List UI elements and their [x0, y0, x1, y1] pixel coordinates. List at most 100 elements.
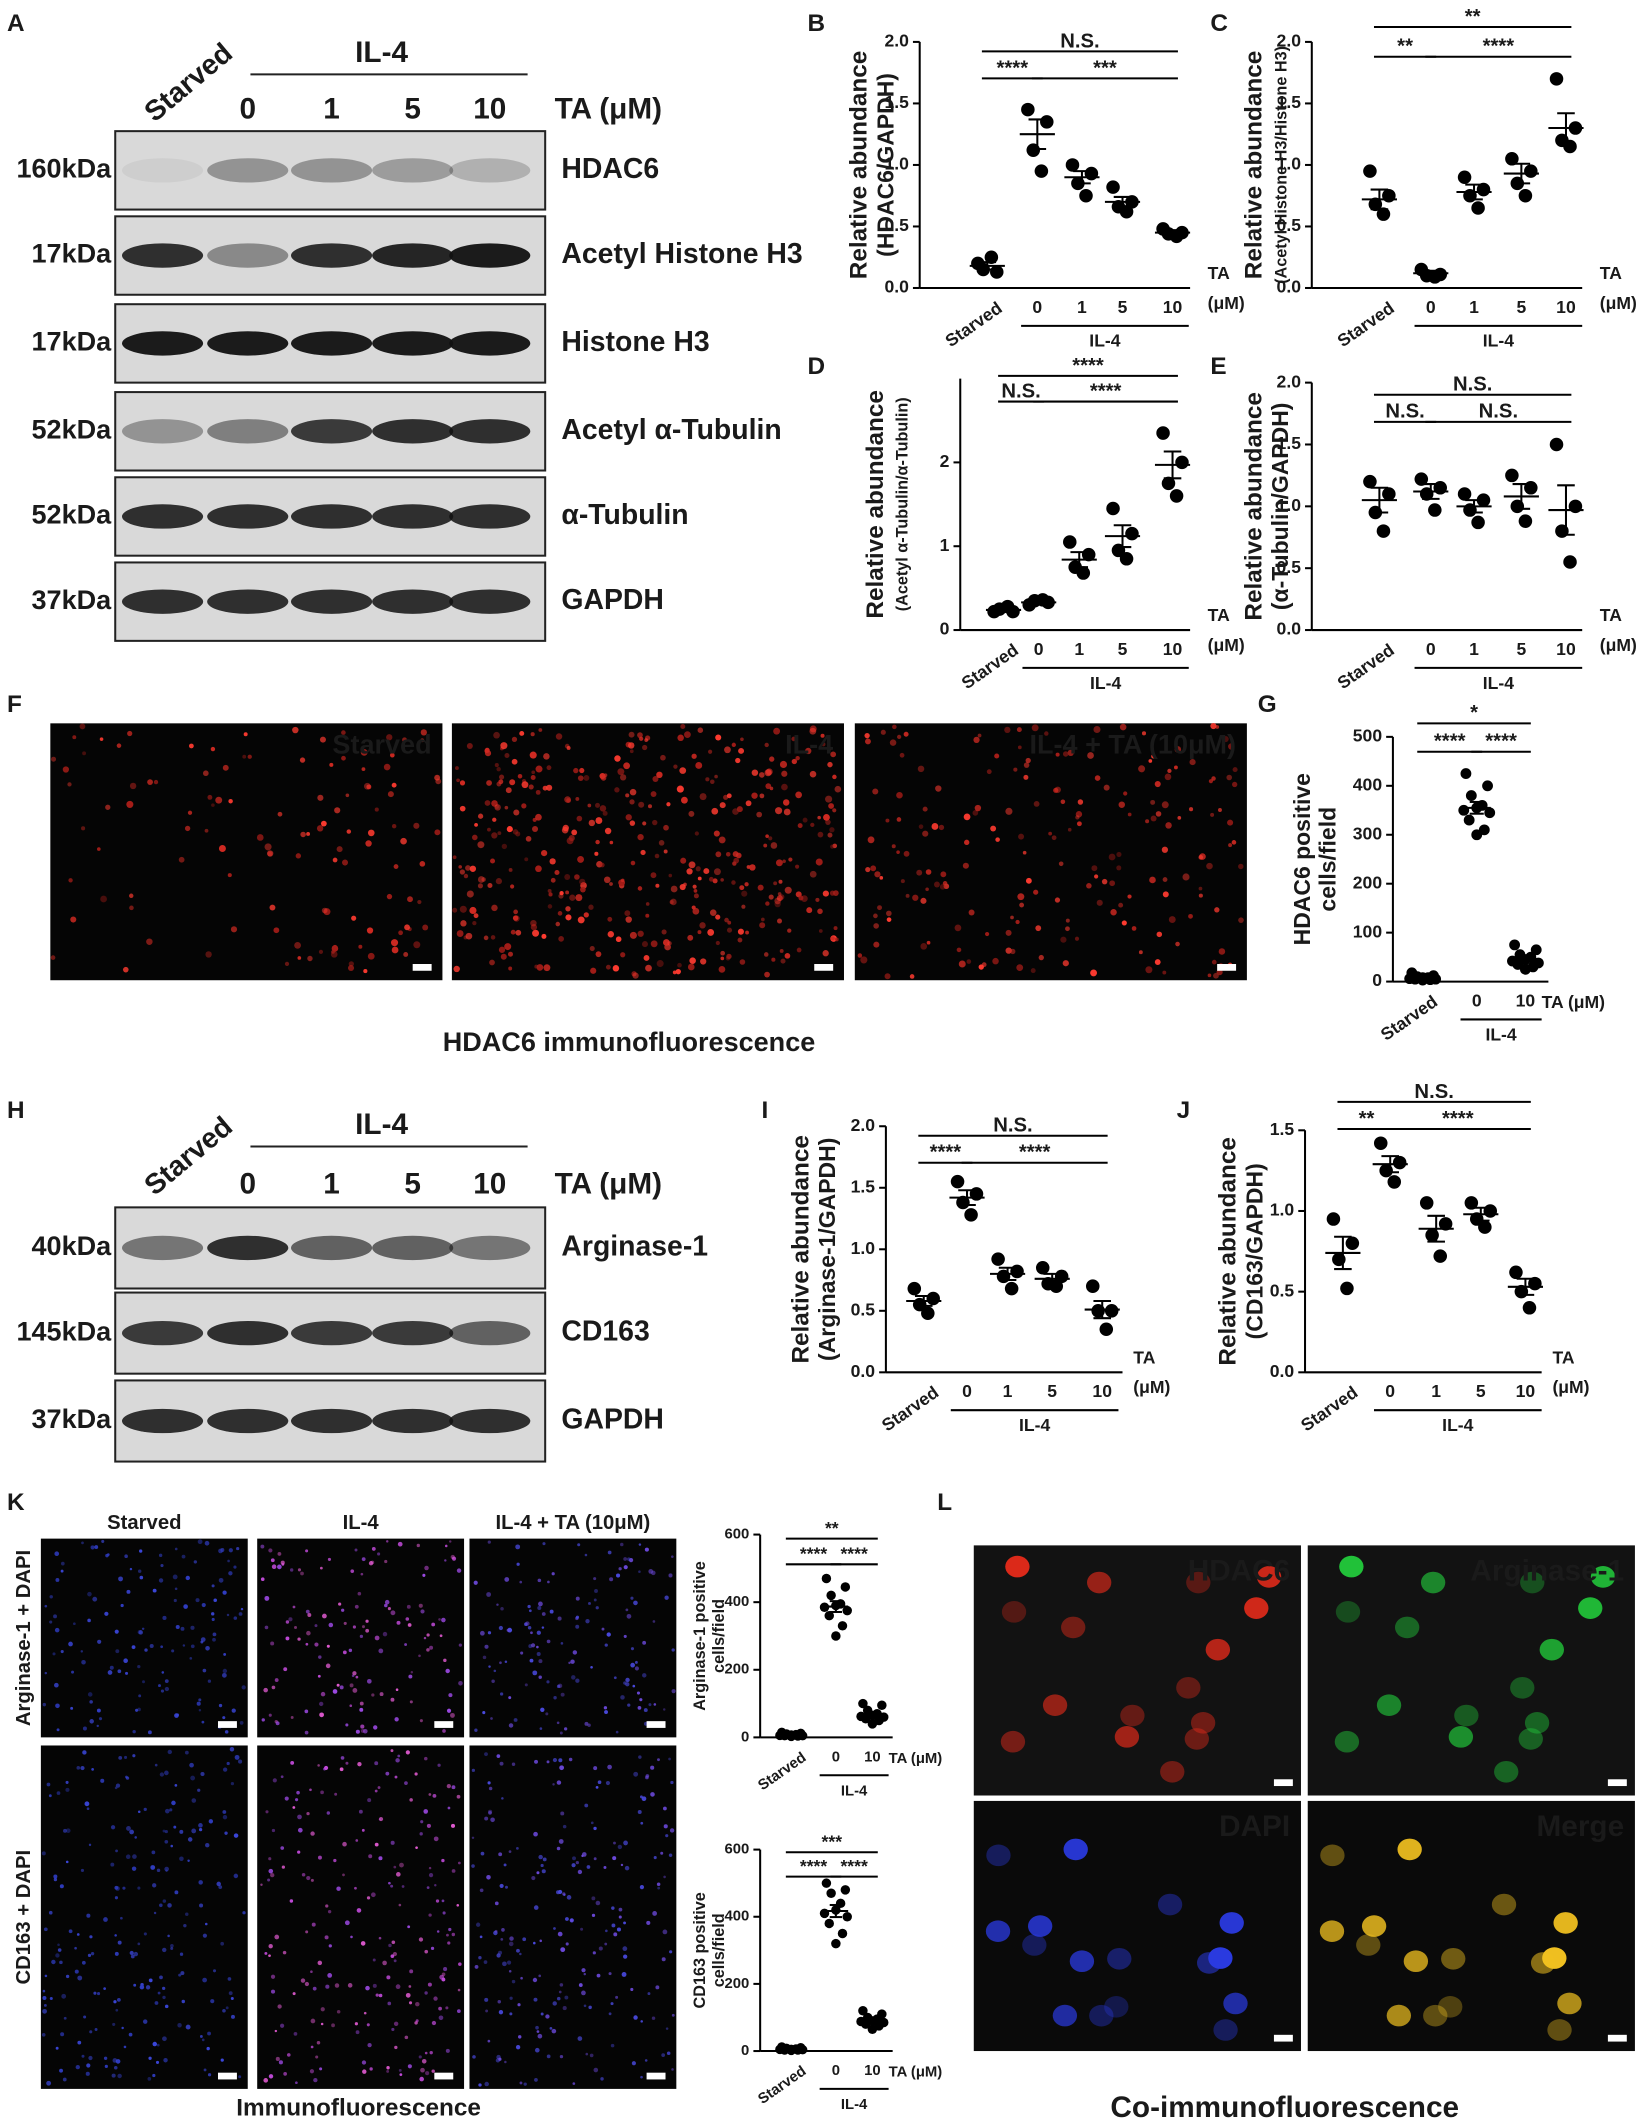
cell [405, 1992, 411, 1998]
cell [51, 756, 57, 762]
cell [622, 1946, 628, 1952]
data-point [1099, 1322, 1114, 1337]
data-point [1119, 552, 1134, 566]
cell [164, 1686, 170, 1692]
cell [660, 1851, 664, 1855]
cell [73, 1622, 76, 1626]
data-point [1524, 481, 1538, 495]
cell [316, 2040, 321, 2045]
cell [484, 1752, 488, 1757]
significance-label: **** [800, 1856, 828, 1876]
cell [433, 1836, 439, 1842]
cell [825, 795, 833, 803]
cell [63, 2016, 67, 2020]
cell [361, 2060, 367, 2065]
x-tick-label: 5 [1118, 297, 1128, 317]
cell [590, 1821, 594, 1825]
cell [1206, 862, 1213, 870]
cell [481, 877, 486, 882]
cell [864, 732, 870, 739]
cell [375, 1993, 379, 1997]
cell [285, 1636, 290, 1641]
cell [571, 1863, 576, 1868]
cell [560, 1642, 564, 1645]
cell [559, 1983, 564, 1987]
blot-band [207, 1408, 289, 1434]
cell [555, 921, 561, 927]
blot-band [121, 243, 204, 268]
cell [451, 1785, 456, 1790]
cell [644, 738, 649, 742]
cell [345, 1723, 349, 1727]
cell [179, 1952, 184, 1956]
cell [1005, 929, 1012, 936]
cell [158, 1578, 164, 1583]
cell [765, 834, 769, 838]
cell [553, 1696, 557, 1700]
unit-label: (μM) [1600, 635, 1637, 655]
cell [1054, 897, 1061, 903]
y-tick-label: 0.5 [851, 1299, 876, 1319]
cell [174, 1587, 178, 1591]
data-point [1457, 487, 1472, 501]
cell [604, 1710, 608, 1714]
cell [644, 1547, 649, 1552]
cell [407, 2064, 412, 2069]
cell [92, 1596, 98, 1602]
cell [99, 737, 104, 741]
cell [579, 767, 585, 774]
cell [958, 960, 966, 968]
cell [1067, 827, 1072, 832]
cell [531, 1875, 536, 1881]
blot-band [207, 243, 289, 268]
data-point [1428, 503, 1442, 517]
y-axis-label: cells/field [710, 1599, 728, 1673]
cell [593, 1826, 597, 1831]
cell [598, 1946, 603, 1951]
cell [42, 1702, 47, 1707]
cell [305, 1642, 309, 1646]
cell [642, 821, 647, 826]
cell [394, 2045, 398, 2050]
cell [577, 916, 585, 924]
cell [637, 930, 644, 937]
nucleus [1160, 1760, 1185, 1783]
cell [662, 939, 670, 946]
significance-label: ** [1397, 36, 1413, 58]
cell [711, 807, 719, 815]
unit-label: (μM) [1208, 635, 1245, 655]
cell [273, 927, 280, 934]
cell [737, 928, 744, 935]
nucleus [1114, 1726, 1140, 1748]
cell [823, 813, 830, 821]
cell [665, 2027, 669, 2030]
cell [222, 2009, 226, 2013]
cell [535, 2025, 539, 2030]
cell [643, 955, 650, 961]
cell [538, 1854, 543, 1860]
cell [618, 1567, 622, 1571]
cell [570, 1919, 573, 1922]
cell [277, 1564, 282, 1570]
cell [242, 754, 247, 759]
cell [184, 825, 191, 832]
data-point [964, 1208, 978, 1222]
cell [441, 1977, 446, 1982]
cell [1019, 902, 1025, 908]
cell [371, 1547, 376, 1551]
unit-label: (μM) [1133, 1377, 1170, 1397]
cell [378, 1856, 383, 1861]
cell [284, 1796, 289, 1801]
cell [260, 1544, 265, 1549]
cell [498, 1625, 504, 1631]
cell [806, 907, 813, 914]
cell [1086, 883, 1092, 889]
cell [495, 878, 502, 885]
cell [504, 752, 510, 758]
cell [641, 1796, 647, 1802]
cell [664, 1595, 669, 1600]
cell [388, 1943, 392, 1948]
cell [484, 2081, 489, 2087]
cell [715, 914, 721, 920]
cell [617, 1844, 623, 1850]
